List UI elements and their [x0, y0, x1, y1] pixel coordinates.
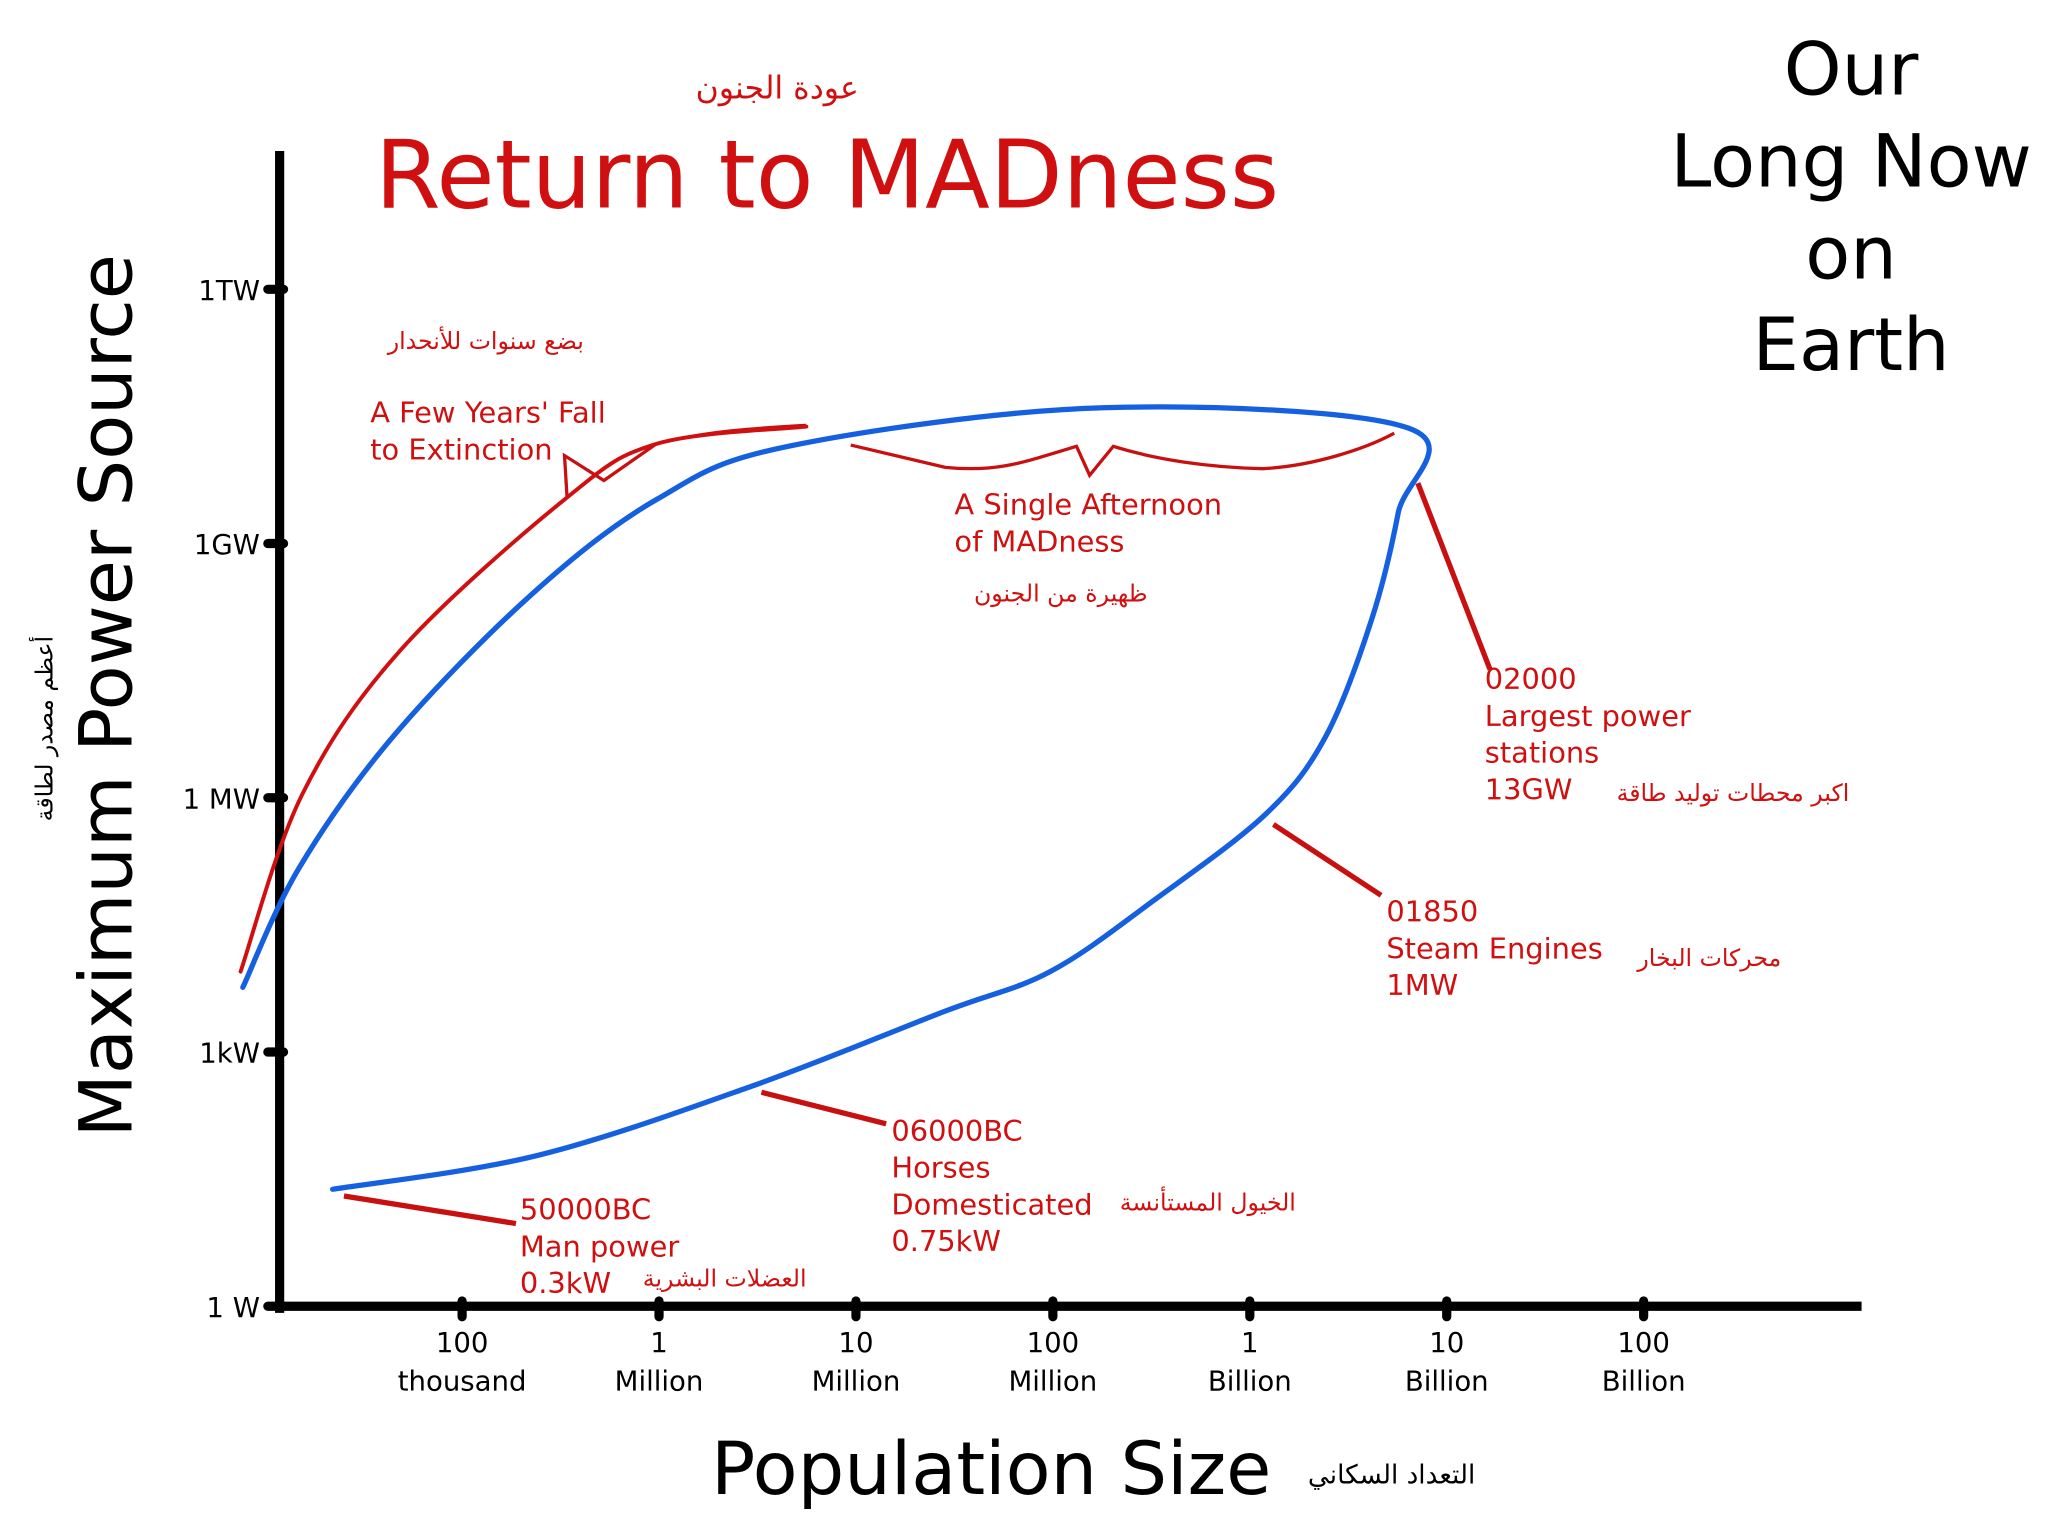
annotation-text: 01850: [1386, 895, 1478, 929]
y-tick-label: 1GW: [194, 529, 260, 561]
x-tick-label: 10 Million: [812, 1327, 901, 1397]
corner-text: Earth: [1753, 303, 1950, 388]
leader-line: [760, 1089, 887, 1127]
corner-text: Our: [1784, 28, 1919, 113]
x-tick-label: 1 Billion: [1208, 1327, 1292, 1397]
annotation-text: A Few Years' Fall: [370, 396, 606, 430]
annotation-arabic: الخيول المستأنسة: [1120, 1186, 1296, 1216]
x-tick-label: 1 Million: [615, 1327, 704, 1397]
annotation-text: A Single Afternoon: [954, 488, 1222, 522]
annotation-arabic: اكبر محطات توليد طاقة: [1617, 779, 1850, 807]
y-tick-label: 1kW: [199, 1038, 260, 1070]
x-tick-label: 100 Million: [1009, 1327, 1098, 1397]
y-tick-label: 1 W: [206, 1292, 260, 1324]
y-tick-label: 1 MW: [183, 783, 260, 815]
y-tick-label: 1TW: [198, 275, 260, 307]
corner-text: Long Now: [1670, 119, 2031, 204]
leader-line: [1271, 822, 1383, 898]
series-line: [238, 424, 809, 974]
annotation-text: of MADness: [954, 524, 1124, 558]
annotation-text: 1MW: [1386, 968, 1458, 1002]
annotation-arabic: محركات البخار: [1636, 944, 1781, 972]
leader-line: [343, 1193, 517, 1227]
annotation-leaders: [343, 482, 1493, 1227]
x-axis-label-arabic: التعداد السكاني: [1308, 1460, 1475, 1490]
annotation-arabic: بضع سنوات للأنحدار: [387, 326, 584, 355]
corner-text: on: [1805, 211, 1897, 296]
annotation-text: 0.3kW: [520, 1266, 611, 1300]
x-axis-label: Population Size: [711, 1427, 1271, 1512]
x-tick-label: 100 thousand: [398, 1327, 527, 1397]
y-axis-label-arabic: أعظم مصدر لطاقة: [29, 636, 59, 821]
series-line: [240, 404, 1432, 1192]
leader-line: [1415, 482, 1493, 671]
annotation-text: Horses: [891, 1151, 990, 1185]
annotation-text: 13GW: [1485, 773, 1573, 807]
annotation-text: Man power: [520, 1229, 679, 1263]
bracket: [850, 431, 1396, 479]
annotation-arabic: ظهيرة من الجنون: [974, 579, 1148, 607]
annotation-text: 06000BC: [891, 1114, 1022, 1148]
y-axis-label: Maximum Power Source: [64, 254, 149, 1138]
annotation-text: Steam Engines: [1386, 931, 1602, 965]
annotation-text: Domesticated: [891, 1187, 1092, 1221]
annotation-text: 50000BC: [520, 1193, 651, 1227]
annotation-text: 02000: [1485, 662, 1577, 696]
x-tick-label: 100 Billion: [1602, 1327, 1686, 1397]
x-tick-label: 10 Billion: [1405, 1327, 1489, 1397]
annotation-arabic: العضلات البشرية: [643, 1265, 807, 1293]
annotation-text: Largest power: [1485, 699, 1691, 733]
annotation-text: to Extinction: [370, 432, 552, 466]
annotation-text: 0.75kW: [891, 1224, 1001, 1258]
annotation-text: stations: [1485, 736, 1599, 770]
chart-title: Return to MADness: [375, 120, 1279, 230]
chart-subtitle: عودة الجنون: [696, 70, 859, 106]
